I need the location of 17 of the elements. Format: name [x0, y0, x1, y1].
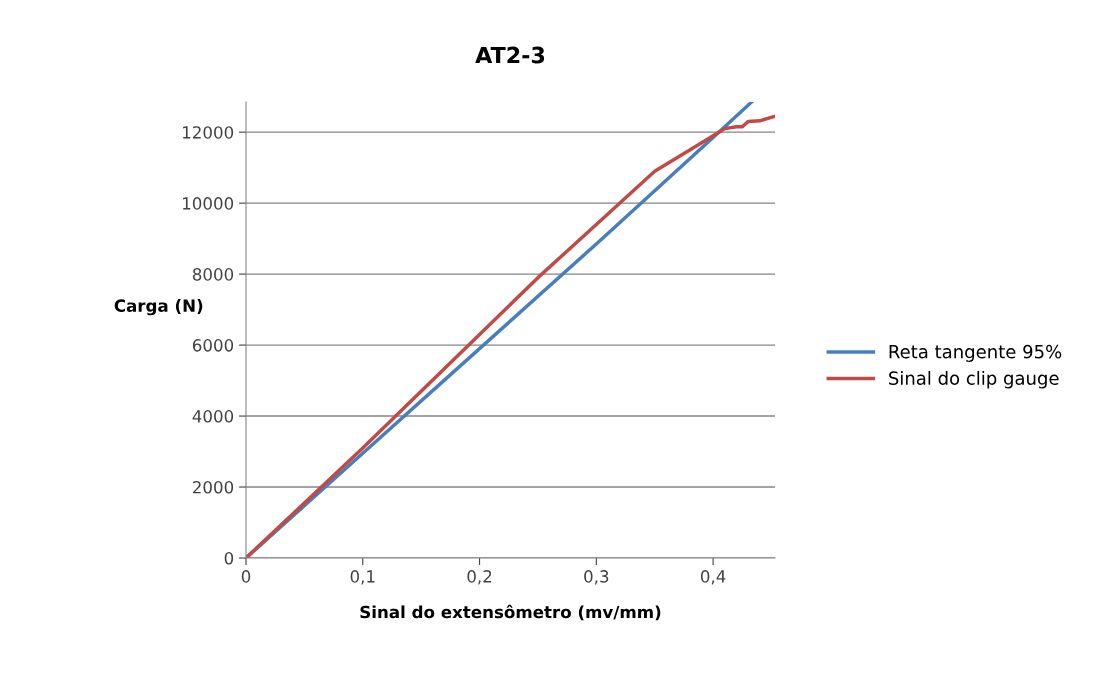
- x-tick-label: 0,1: [350, 570, 375, 585]
- y-tick-label: 4000: [192, 410, 234, 423]
- y-axis-title: Carga (N): [114, 299, 203, 316]
- y-tick-label: 8000: [192, 268, 234, 281]
- y-tick-label: 12000: [183, 126, 234, 139]
- chart-title: AT2-3: [475, 46, 545, 64]
- y-tick-label: 2000: [193, 480, 234, 494]
- y-tick-label: 10000: [183, 197, 234, 210]
- legend-label: Sinal do clip gauge: [889, 370, 1059, 389]
- y-tick-label: 0: [224, 551, 234, 565]
- x-tick-label: 0: [241, 570, 251, 583]
- y-tick-label: 6000: [192, 339, 234, 352]
- x-tick-label: 0,4: [700, 570, 726, 585]
- x-tick-label: 0,3: [584, 570, 609, 585]
- x-tick-label: 0,2: [467, 570, 492, 585]
- x-axis-title: Sinal do extensômetro (mv/mm): [360, 604, 661, 621]
- legend-label: Reta tangente 95%: [889, 344, 1062, 362]
